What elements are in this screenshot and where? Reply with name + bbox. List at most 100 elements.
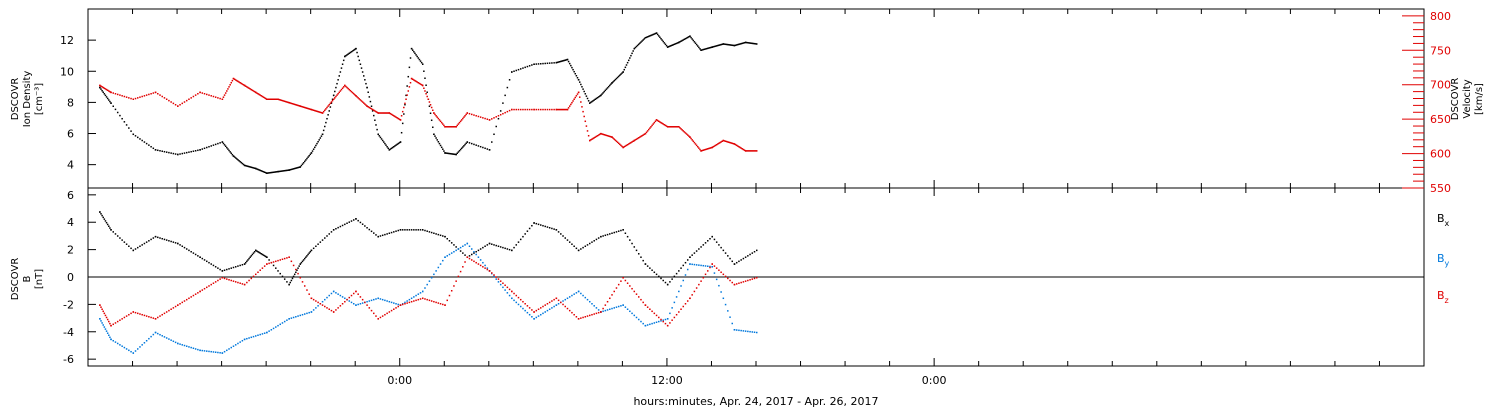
bz-point [170,308,172,310]
velocity-axis-label: DSCOVR Velocity [km/s] [1450,78,1485,121]
by-point [615,306,618,308]
density-point [719,44,721,46]
bx-point [183,246,186,249]
by-point [537,315,540,317]
density-point [292,168,295,170]
bx-point [551,227,553,230]
density-point [312,148,315,150]
bx-point [446,237,448,240]
bx-point [174,242,177,244]
by-point [584,296,587,299]
bz-point [546,303,549,305]
bz-point [364,301,366,304]
density-point [221,141,224,143]
bx-point [702,244,705,246]
velocity-point [112,92,114,94]
bz-point [542,305,544,308]
velocity-point [201,92,204,94]
velocity-point [486,118,489,120]
velocity-point [644,132,647,135]
density-point [740,42,742,45]
density-point [733,44,736,47]
by-point [395,303,397,305]
velocity-point [533,108,535,111]
velocity-point [374,110,376,112]
bx-point [132,249,135,252]
density-point [251,166,254,169]
density-point [650,34,652,37]
density-point [723,43,726,45]
velocity-point [542,108,544,111]
velocity-point [705,148,708,150]
bz-point [145,315,148,317]
by-point [141,344,143,346]
density-point [226,146,228,149]
bx-point [724,252,727,254]
density-point [600,94,602,97]
bz-point [185,298,188,301]
velocity-point [327,105,329,107]
velocity-point [229,84,231,86]
velocity-point [702,149,705,151]
bz-point [724,275,727,278]
density-point [616,76,619,79]
bz-point [277,259,279,262]
bz-point [698,283,700,286]
density-point [281,170,284,172]
bx-point [560,233,562,235]
bz-point [584,316,587,318]
bz-point [335,309,337,311]
velocity-point [123,95,126,98]
density-point [128,127,130,129]
bx-point [128,245,130,248]
velocity-point [564,108,567,111]
bz-point [430,300,433,302]
velocity-point [673,126,676,128]
bz-point [103,312,106,315]
density-point [721,43,723,46]
bx-point [553,228,555,230]
density-point [435,137,437,139]
density-point [231,153,234,156]
by-point [660,320,662,322]
velocity-point [448,126,451,128]
by-point [430,277,433,279]
density-point [557,61,560,63]
density-point [256,168,258,170]
velocity-point [718,142,720,145]
velocity-point [330,101,333,103]
bz-point [689,297,691,300]
bz-point [702,277,705,279]
velocity-point [390,113,393,116]
density-point [651,34,653,36]
bx-point [540,224,542,226]
density-point [479,145,482,148]
bz-point [482,266,484,268]
velocity-point [743,149,746,151]
velocity-point [460,119,463,121]
density-point [575,74,578,77]
velocity-point [470,113,473,116]
velocity-point [741,148,744,150]
by-point [484,264,486,267]
density-point [621,72,623,74]
bz-point [455,280,457,282]
bz-point [203,287,206,290]
velocity-point [665,125,668,127]
velocity-point [100,85,102,87]
density-point [610,83,612,85]
density-point [227,148,229,150]
bx-point [145,241,148,243]
velocity-point [238,81,240,83]
by-point [664,318,667,321]
density-point [394,145,396,147]
velocity-point [281,99,284,102]
bx-point [419,229,422,231]
velocity-point [482,117,484,119]
velocity-point [269,98,271,100]
velocity-point [432,109,434,112]
density-point [630,54,632,57]
bx-point [317,243,319,245]
density-point [352,49,355,51]
density-point [664,43,667,46]
